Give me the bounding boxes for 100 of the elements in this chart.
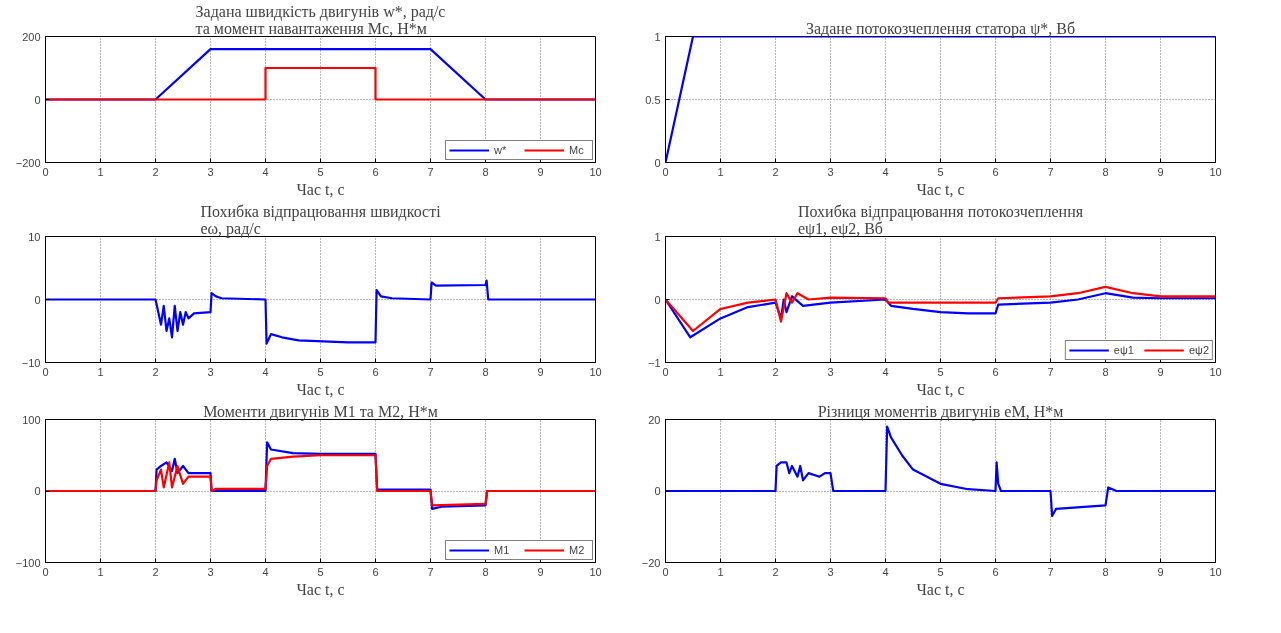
chart-title: Задане потокозчеплення статора ψ*, Вб	[805, 19, 1076, 38]
y-tick-label: 0.5	[645, 93, 661, 106]
x-tick-label: 6	[992, 165, 999, 178]
y-tick-label: 200	[22, 30, 41, 43]
x-tick-label: 3	[207, 565, 214, 578]
x-tick-label: 3	[207, 165, 214, 178]
x-tick-label: 8	[1102, 165, 1109, 178]
y-tick-label: −10	[21, 356, 41, 369]
x-tick-label: 6	[992, 365, 999, 378]
x-tick-label: 3	[827, 165, 834, 178]
legend-label: M1	[494, 544, 511, 556]
x-tick-label: 5	[937, 165, 944, 178]
chart-title: Задана швидкість двигунів w*, рад/с та момент навантаження Mc, Н*м	[195, 2, 446, 37]
legend-label: eψ2	[1188, 344, 1209, 356]
x-tick-label: 2	[772, 365, 779, 378]
x-tick-label: 7	[1047, 565, 1054, 578]
x-axis-title: Час t, с	[296, 580, 345, 598]
y-tick-label: −100	[15, 556, 41, 569]
y-tick-label: 0	[34, 485, 41, 497]
y-tick-label: −200	[15, 156, 41, 169]
x-tick-label: 7	[427, 365, 434, 378]
x-tick-label: 10	[1209, 165, 1222, 178]
x-tick-label: 0	[662, 365, 669, 378]
x-tick-label: 4	[262, 565, 269, 578]
x-tick-label: 9	[537, 565, 544, 578]
x-tick-label: 4	[882, 165, 889, 178]
x-tick-label: 2	[772, 165, 779, 178]
y-tick-label: 1	[654, 230, 661, 243]
x-tick-label: 9	[537, 365, 544, 378]
x-tick-label: 9	[1157, 365, 1164, 378]
x-tick-label: 2	[152, 365, 159, 378]
x-tick-label: 4	[262, 165, 269, 178]
x-tick-label: 8	[1102, 565, 1109, 578]
x-tick-label: 1	[97, 365, 104, 378]
x-tick-label: 5	[937, 565, 944, 578]
x-tick-label: 6	[992, 565, 999, 578]
x-tick-label: 6	[372, 565, 379, 578]
x-tick-label: 2	[772, 565, 779, 578]
x-tick-label: 1	[717, 365, 724, 378]
x-tick-label: 8	[482, 165, 489, 178]
x-tick-label: 9	[537, 165, 544, 178]
x-tick-label: 3	[827, 565, 834, 578]
x-tick-label: 8	[482, 565, 489, 578]
x-tick-label: 8	[1102, 365, 1109, 378]
x-tick-label: 10	[589, 565, 602, 578]
x-tick-label: 4	[262, 365, 269, 378]
x-tick-label: 9	[1157, 165, 1164, 178]
y-tick-label: 20	[648, 413, 661, 426]
x-axis-title: Час t, с	[296, 380, 345, 398]
x-tick-label: 7	[1047, 165, 1054, 178]
x-tick-label: 10	[589, 365, 602, 378]
x-tick-label: 8	[482, 365, 489, 378]
y-tick-label: 100	[22, 413, 41, 426]
chart-title: Моменти двигунів M1 та M2, Н*м	[203, 402, 438, 421]
x-tick-label: 5	[937, 365, 944, 378]
x-tick-label: 3	[827, 365, 834, 378]
x-tick-label: 4	[882, 365, 889, 378]
x-axis-title: Час t, с	[916, 180, 965, 198]
legend-label: Mc	[569, 144, 585, 156]
x-tick-label: 1	[717, 565, 724, 578]
x-tick-label: 7	[427, 165, 434, 178]
x-tick-label: 6	[372, 165, 379, 178]
y-tick-label: 10	[28, 230, 41, 243]
chart-title: Різниця моментів двигунів eM, Н*м	[817, 402, 1064, 421]
x-tick-label: 7	[427, 565, 434, 578]
legend-label: eψ1	[1113, 344, 1134, 356]
chart-title: Похибка відпрацювання потокозчеплення eψ1, eψ2, Вб	[797, 202, 1084, 238]
x-tick-label: 0	[42, 565, 49, 578]
x-tick-label: 5	[317, 565, 324, 578]
x-tick-label: 0	[42, 165, 49, 178]
x-tick-label: 6	[372, 365, 379, 378]
y-tick-label: 0	[654, 156, 661, 169]
legend-label: M2	[569, 544, 586, 556]
x-tick-label: 2	[152, 565, 159, 578]
x-tick-label: 7	[1047, 365, 1054, 378]
y-tick-label: −1	[647, 356, 661, 369]
x-tick-label: 10	[589, 165, 602, 178]
x-tick-label: 5	[317, 365, 324, 378]
y-tick-label: 0	[34, 293, 41, 306]
x-tick-label: 10	[1209, 365, 1222, 378]
x-tick-label: 10	[1209, 565, 1222, 578]
x-tick-label: 1	[97, 165, 104, 178]
y-tick-label: 0	[654, 293, 661, 306]
x-tick-label: 5	[317, 165, 324, 178]
x-axis-title: Час t, с	[916, 380, 965, 398]
x-tick-label: 4	[882, 565, 889, 578]
x-tick-label: 0	[42, 365, 49, 378]
y-tick-label: 1	[654, 30, 661, 43]
legend-label: w*	[494, 144, 508, 156]
x-tick-label: 1	[97, 565, 104, 578]
x-tick-label: 0	[662, 165, 669, 178]
x-tick-label: 2	[152, 165, 159, 178]
x-tick-label: 9	[1157, 565, 1164, 578]
x-tick-label: 0	[662, 565, 669, 578]
x-axis-title: Час t, с	[916, 580, 965, 598]
y-tick-label: 0	[654, 485, 661, 497]
y-tick-label: −20	[641, 556, 661, 569]
x-tick-label: 3	[207, 365, 214, 378]
x-axis-title: Час t, с	[296, 180, 345, 198]
chart-title: Похибка відпрацювання швидкості eω, рад/с	[200, 202, 442, 238]
